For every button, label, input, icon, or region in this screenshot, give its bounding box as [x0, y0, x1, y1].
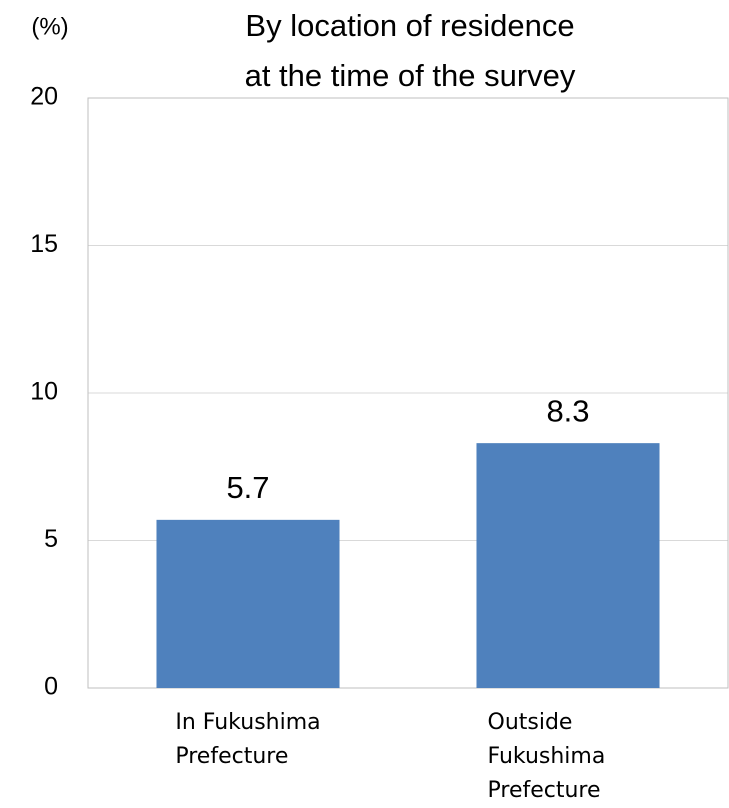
- x-tick-label: Outside Fukushima Prefecture: [487, 710, 606, 803]
- bar: [156, 519, 340, 688]
- y-axis-label: (%): [31, 13, 68, 40]
- chart-title: By location of residence: [245, 8, 574, 43]
- bar: [476, 443, 660, 688]
- value-label: 5.7: [226, 470, 269, 505]
- y-tick-label: 5: [44, 525, 58, 553]
- chart: (%) By location of residence at the time…: [30, 8, 729, 701]
- page: (%) By location of residence at the time…: [30, 8, 729, 803]
- y-tick-label: 10: [30, 378, 58, 406]
- x-tick-label: In Fukushima Prefecture: [175, 710, 321, 769]
- value-label: 8.3: [546, 393, 589, 428]
- plot-border: [87, 97, 729, 689]
- y-tick-label: 20: [30, 83, 58, 111]
- y-tick-label: 0: [44, 673, 58, 701]
- chart-title: at the time of the survey: [245, 58, 576, 93]
- y-tick-label: 15: [30, 230, 58, 258]
